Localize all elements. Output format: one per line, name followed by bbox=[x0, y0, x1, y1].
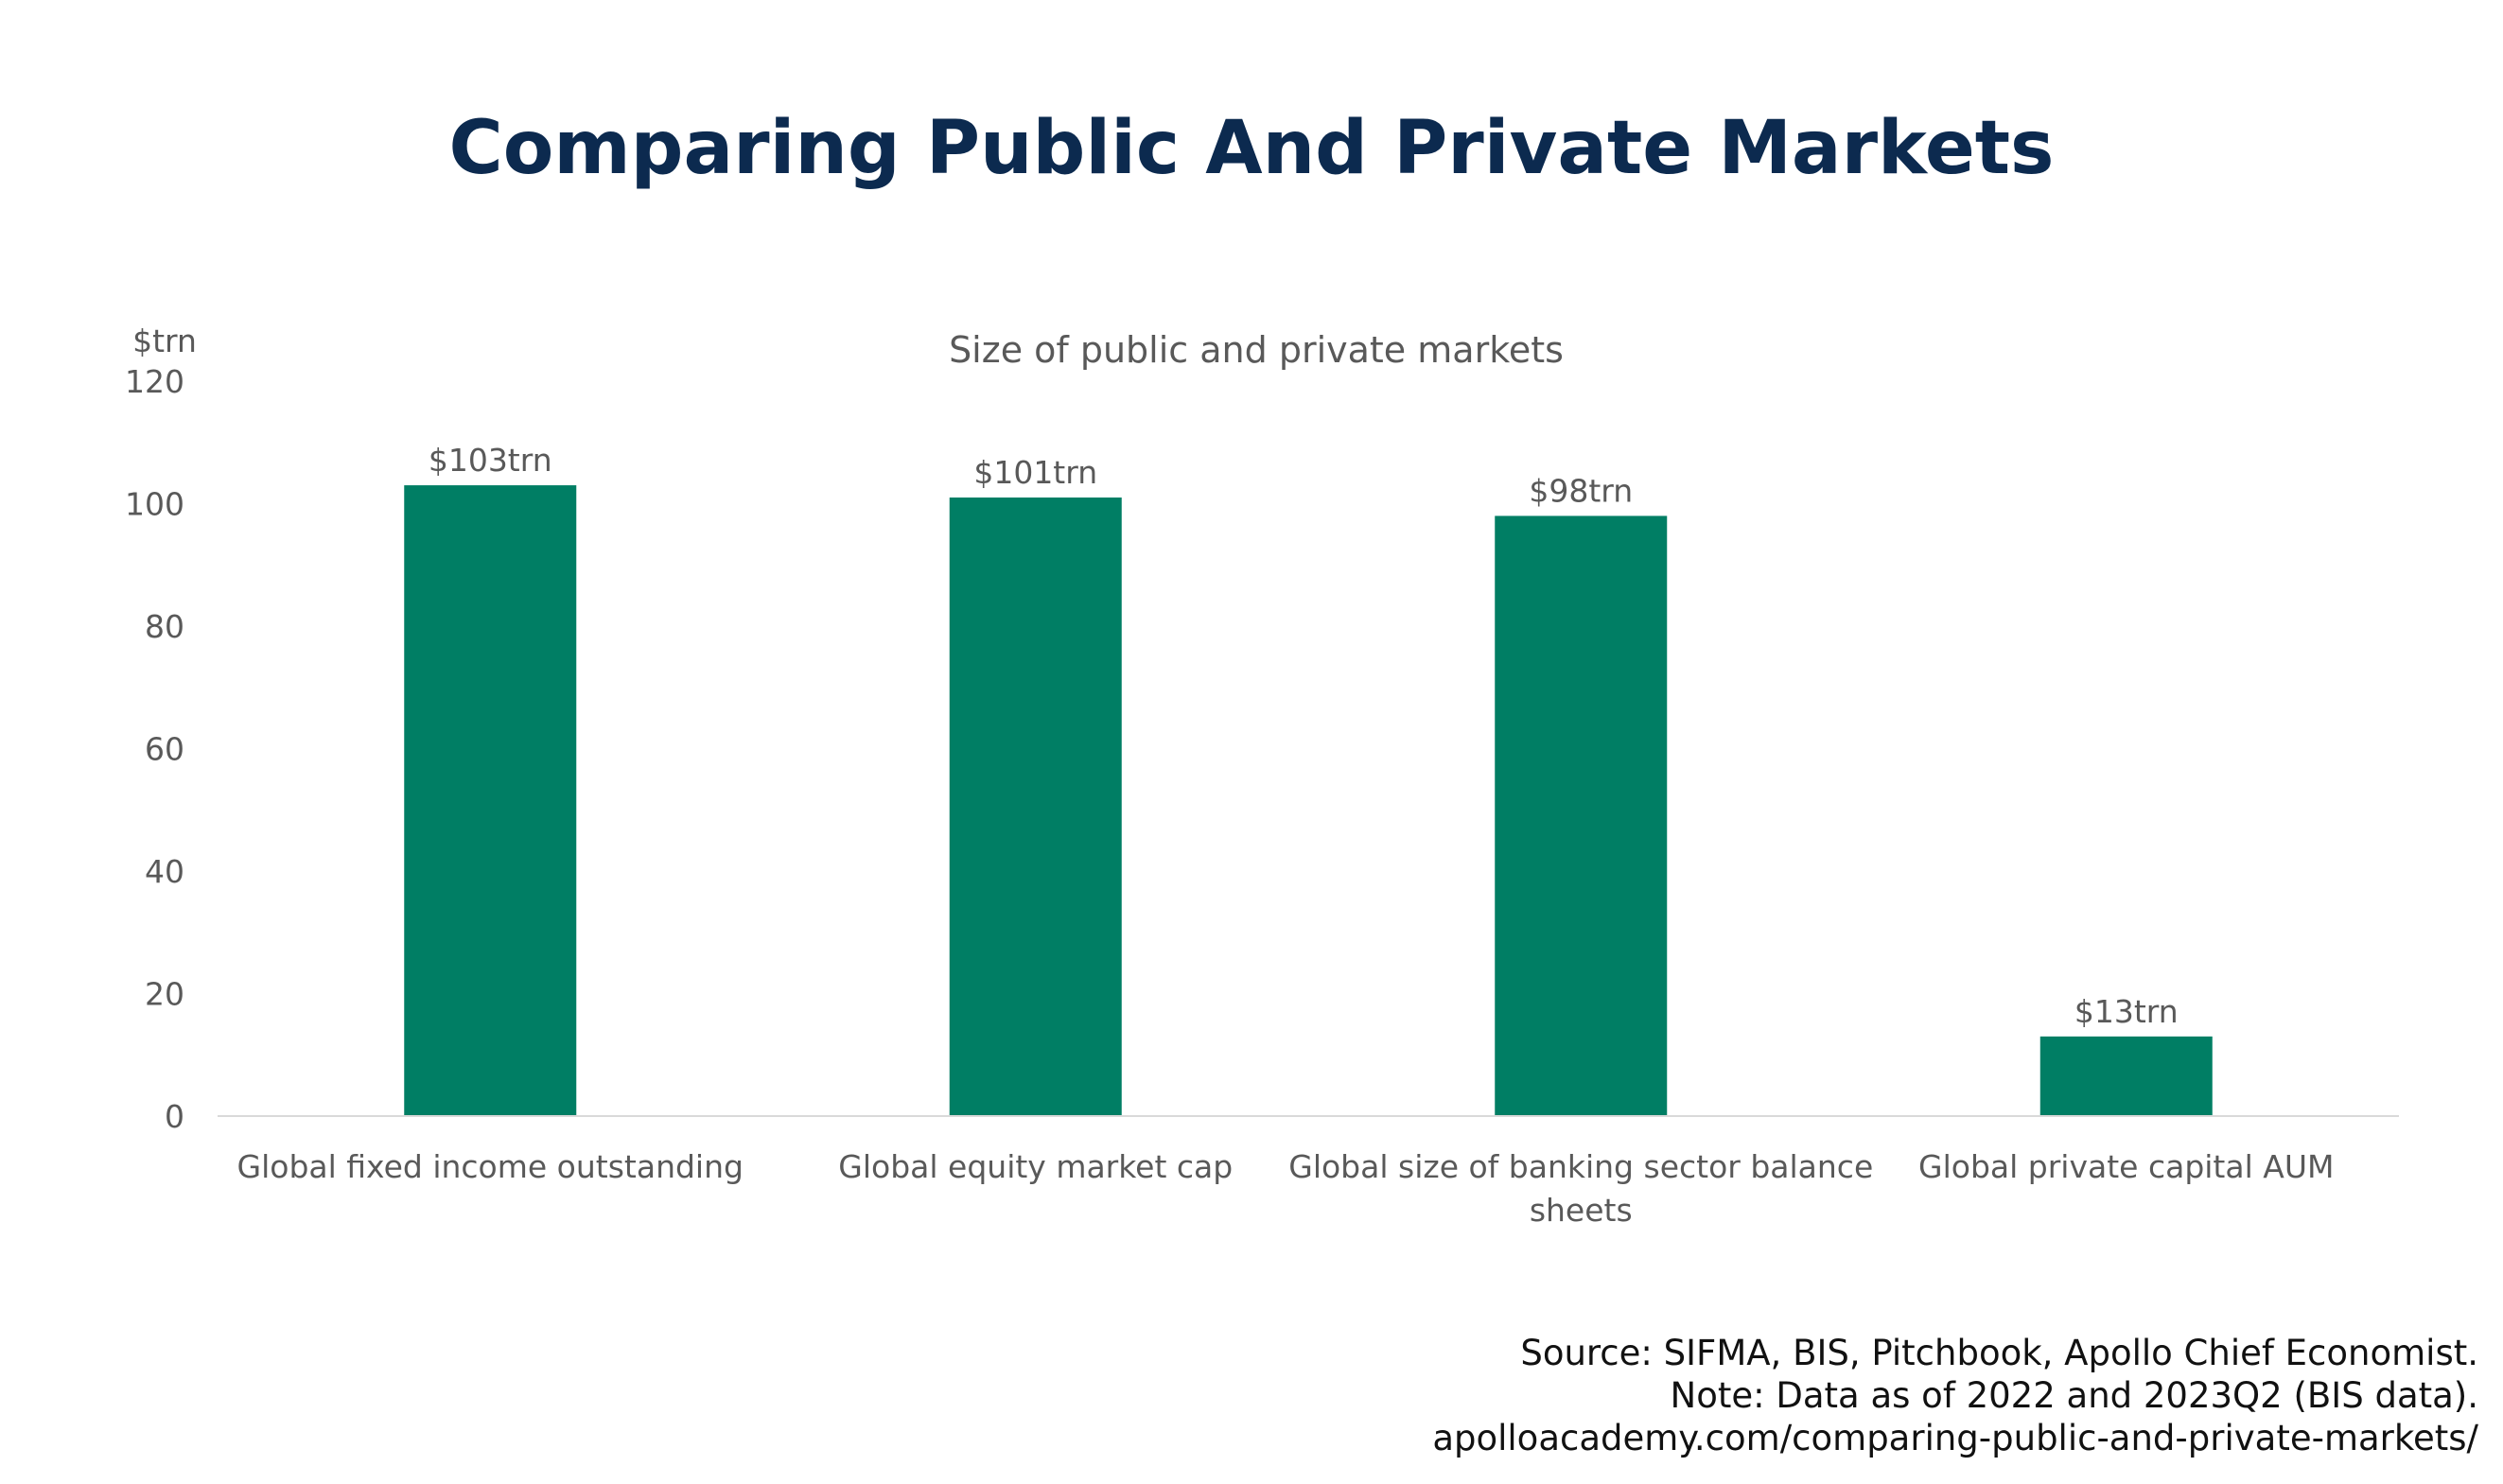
x-tick-label: Global size of banking sector balance bbox=[1288, 1148, 1873, 1185]
source-notes: Source: SIFMA, BIS, Pitchbook, Apollo Ch… bbox=[1432, 1332, 2478, 1459]
x-axis: Global fixed income outstanding Global eq… bbox=[237, 1148, 2335, 1229]
bar bbox=[1495, 515, 1668, 1116]
x-tick-label: Global fixed income outstanding bbox=[237, 1148, 744, 1185]
bar bbox=[2039, 1036, 2213, 1116]
page-title: Comparing Public And Private Markets bbox=[448, 106, 2055, 191]
source-line: Source: SIFMA, BIS, Pitchbook, Apollo Ch… bbox=[1520, 1333, 2478, 1373]
y-tick-label: 0 bbox=[165, 1098, 184, 1135]
bars bbox=[404, 485, 2213, 1116]
y-axis: 0 20 40 60 80 100 120 bbox=[125, 363, 184, 1135]
x-tick-label: sheets bbox=[1530, 1192, 1633, 1229]
y-tick-label: 120 bbox=[125, 363, 184, 400]
x-tick-label: Global private capital AUM bbox=[1918, 1148, 2334, 1185]
note-line: Note: Data as of 2022 and 2023Q2 (BIS da… bbox=[1670, 1375, 2478, 1416]
url-line: apolloacademy.com/comparing-public-and-p… bbox=[1432, 1418, 2478, 1458]
data-label: $13trn bbox=[2074, 993, 2179, 1030]
data-label: $101trn bbox=[973, 454, 1097, 491]
bar bbox=[404, 485, 577, 1116]
chart-title: Size of public and private markets bbox=[949, 329, 1564, 371]
y-tick-label: 80 bbox=[145, 608, 184, 645]
y-tick-label: 60 bbox=[145, 731, 184, 768]
data-label: $98trn bbox=[1529, 472, 1633, 509]
y-axis-label: $trn bbox=[132, 323, 197, 359]
data-labels: $103trn $101trn $98trn $13trn bbox=[429, 442, 2179, 1030]
data-label: $103trn bbox=[429, 442, 552, 479]
bar bbox=[949, 498, 1122, 1116]
x-tick-label: Global equity market cap bbox=[838, 1148, 1233, 1185]
y-tick-label: 100 bbox=[125, 486, 184, 523]
y-tick-label: 40 bbox=[145, 853, 184, 890]
y-tick-label: 20 bbox=[145, 976, 184, 1013]
